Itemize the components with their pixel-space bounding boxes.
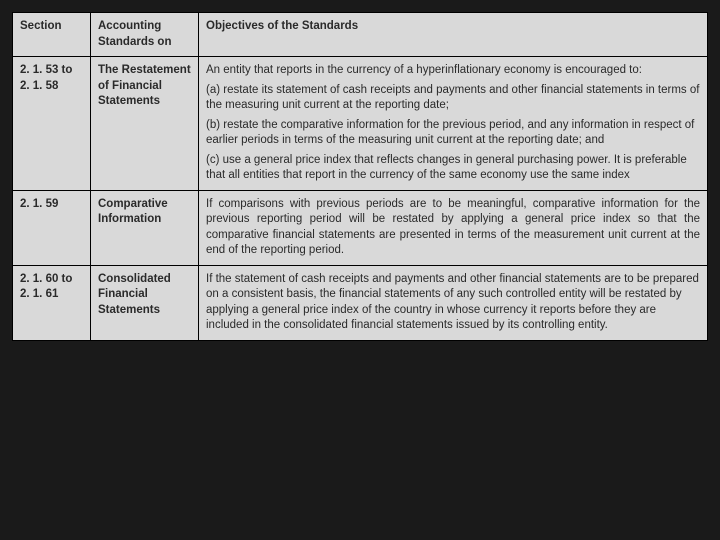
- cell-section: 2. 1. 60 to 2. 1. 61: [13, 265, 91, 340]
- cell-section: 2. 1. 53 to 2. 1. 58: [13, 57, 91, 191]
- objective-paragraph: (a) restate its statement of cash receip…: [206, 83, 700, 114]
- objective-paragraph: (c) use a general price index that refle…: [206, 153, 700, 184]
- objective-paragraph: If comparisons with previous periods are…: [206, 197, 700, 259]
- cell-standard: Comparative Information: [91, 190, 199, 265]
- standards-table: Section Accounting Standards on Objectiv…: [12, 12, 708, 341]
- header-section: Section: [13, 13, 91, 57]
- page: Section Accounting Standards on Objectiv…: [0, 0, 720, 540]
- table-row: 2. 1. 53 to 2. 1. 58The Restatement of F…: [13, 57, 708, 191]
- header-standards: Accounting Standards on: [91, 13, 199, 57]
- cell-standard: The Restatement of Financial Statements: [91, 57, 199, 191]
- objective-paragraph: If the statement of cash receipts and pa…: [206, 272, 700, 334]
- objective-paragraph: An entity that reports in the currency o…: [206, 63, 700, 79]
- cell-objective: If comparisons with previous periods are…: [199, 190, 708, 265]
- cell-objective: If the statement of cash receipts and pa…: [199, 265, 708, 340]
- cell-standard: Consolidated Financial Statements: [91, 265, 199, 340]
- cell-objective: An entity that reports in the currency o…: [199, 57, 708, 191]
- table-row: 2. 1. 60 to 2. 1. 61Consolidated Financi…: [13, 265, 708, 340]
- header-objectives: Objectives of the Standards: [199, 13, 708, 57]
- table-body: 2. 1. 53 to 2. 1. 58The Restatement of F…: [13, 57, 708, 341]
- cell-section: 2. 1. 59: [13, 190, 91, 265]
- table-row: 2. 1. 59Comparative InformationIf compar…: [13, 190, 708, 265]
- table-header-row: Section Accounting Standards on Objectiv…: [13, 13, 708, 57]
- objective-paragraph: (b) restate the comparative information …: [206, 118, 700, 149]
